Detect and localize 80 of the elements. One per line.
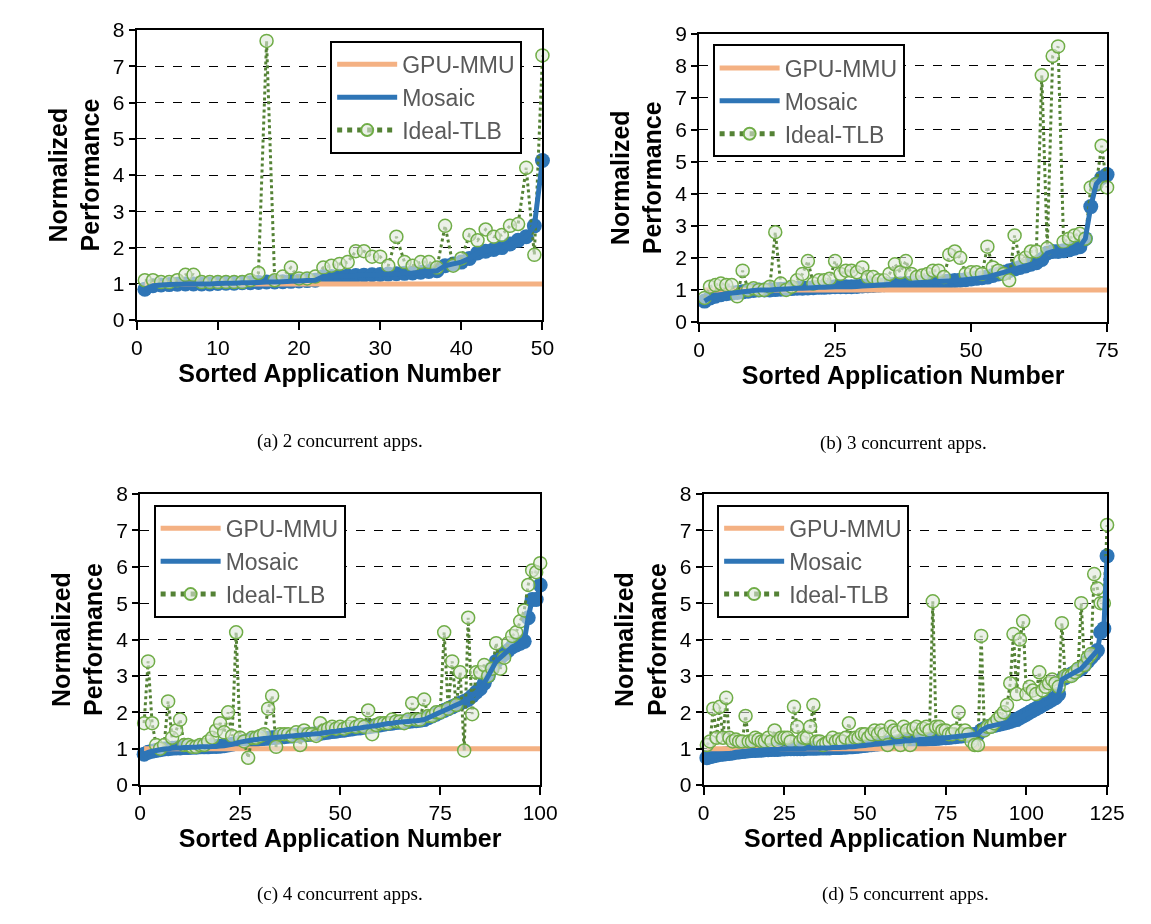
y-tick-label: 3 — [675, 214, 687, 238]
legend-label: Mosaic — [789, 549, 862, 576]
y-tick-label: 5 — [679, 591, 692, 615]
text: (d) 5 concurrent apps. — [822, 883, 989, 905]
x-tick-label: 50 — [959, 338, 983, 362]
x-tick-label: 50 — [530, 336, 555, 360]
x-tick-label: 50 — [853, 801, 877, 825]
x-tick-label: 30 — [368, 336, 392, 360]
y-tick-label: 6 — [112, 90, 125, 114]
y-tick-label: 6 — [116, 555, 128, 579]
y-axis-title: Normalized Performance — [605, 101, 667, 255]
y-tick-label: 2 — [116, 700, 128, 724]
x-tick-label: 0 — [697, 801, 710, 825]
y-tick-label: 9 — [675, 21, 687, 45]
y-tick-label: 7 — [675, 86, 687, 110]
legend-label: GPU-MMU — [784, 55, 898, 82]
y-tick-label: 4 — [679, 627, 692, 651]
y-axis-title: Normalized Performance — [43, 98, 105, 252]
x-tick-label: 25 — [823, 338, 847, 362]
y-tick-label: 0 — [679, 773, 692, 797]
legend-label: Ideal-TLB — [789, 582, 889, 609]
y-tick-label: 5 — [116, 591, 128, 615]
legend-label: Ideal-TLB — [784, 121, 885, 148]
x-axis-title: Sorted Application Number — [741, 361, 1065, 390]
legend-label: Mosaic — [784, 88, 858, 115]
legend-label: GPU-MMU — [789, 516, 902, 543]
y-tick-label: 7 — [112, 54, 125, 78]
y-tick-label: 8 — [112, 18, 125, 42]
y-tick-label: 1 — [112, 272, 125, 296]
legend-label: GPU-MMU — [225, 516, 339, 543]
y-tick-label: 8 — [675, 54, 687, 78]
y-tick-label: 1 — [675, 278, 687, 302]
y-tick-label: 0 — [116, 773, 128, 797]
legend-label: Ideal-TLB — [402, 118, 502, 145]
x-axis-title: Sorted Application Number — [743, 824, 1067, 853]
x-tick-label: 75 — [1095, 338, 1119, 362]
x-tick-label: 25 — [772, 801, 796, 825]
y-tick-label: 4 — [675, 182, 688, 206]
y-tick-label: 6 — [679, 555, 692, 579]
x-tick-label: 50 — [328, 801, 352, 825]
x-axis-title: Sorted Application Number — [178, 824, 502, 853]
x-tick-label: 25 — [228, 801, 252, 825]
y-tick-label: 4 — [116, 627, 129, 651]
y-tick-label: 5 — [675, 150, 687, 174]
x-tick-label: 0 — [134, 801, 146, 825]
y-tick-label: 3 — [116, 664, 128, 688]
y-tick-label: 3 — [112, 199, 125, 223]
x-tick-label: 40 — [449, 336, 473, 360]
x-tick-label: 100 — [522, 801, 558, 825]
legend-label: Mosaic — [225, 549, 299, 576]
y-tick-label: 8 — [116, 482, 128, 506]
y-axis-title: Normalized Performance — [610, 563, 671, 716]
x-axis-title: Sorted Application Number — [178, 359, 502, 388]
text: (a) 2 concurrent apps. — [257, 430, 423, 452]
x-tick-label: 20 — [287, 336, 311, 360]
x-tick-label: 75 — [934, 801, 958, 825]
y-tick-label: 1 — [679, 737, 692, 761]
legend-label: GPU-MMU — [402, 52, 515, 79]
y-axis-title: Normalized Performance — [46, 563, 108, 716]
x-tick-label: 10 — [206, 336, 230, 360]
text: (c) 4 concurrent apps. — [257, 883, 423, 905]
y-tick-label: 3 — [679, 664, 692, 688]
text: (b) 3 concurrent apps. — [820, 432, 987, 454]
y-tick-label: 2 — [675, 246, 687, 270]
y-tick-label: 7 — [679, 518, 692, 542]
y-tick-label: 5 — [112, 127, 125, 151]
y-tick-label: 6 — [675, 118, 687, 142]
x-tick-label: 100 — [1008, 801, 1044, 825]
y-tick-label: 8 — [679, 482, 692, 506]
y-tick-label: 1 — [116, 737, 128, 761]
y-tick-label: 0 — [675, 310, 687, 334]
legend-label: Mosaic — [402, 85, 476, 112]
y-tick-label: 4 — [112, 163, 125, 187]
legend-label: Ideal-TLB — [225, 582, 326, 609]
y-tick-label: 0 — [112, 308, 125, 332]
y-tick-label: 2 — [112, 235, 125, 259]
y-tick-label: 7 — [116, 518, 128, 542]
x-tick-label: 75 — [428, 801, 452, 825]
y-tick-label: 2 — [679, 700, 692, 724]
x-tick-label: 125 — [1089, 801, 1125, 825]
